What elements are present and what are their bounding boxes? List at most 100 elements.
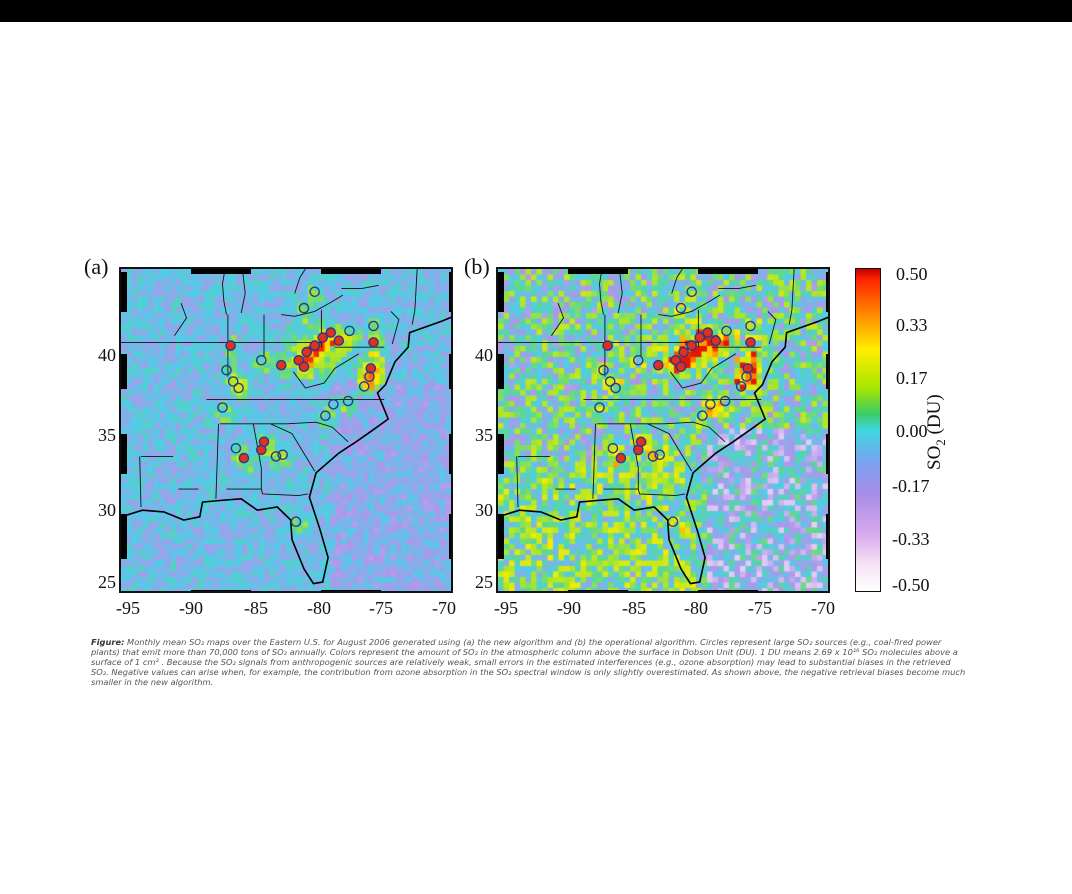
state-boundary [592,423,596,499]
so2-source-circle [317,332,328,343]
state-boundary [390,311,400,345]
caption-text: Monthly mean SO₂ maps over the Eastern U… [91,637,966,687]
state-boundary [669,353,737,389]
state-boundary [270,423,316,472]
panel-b-label: (b) [464,254,490,279]
y-tick-b: 30 [475,500,493,520]
so2-source-circle [217,402,228,413]
so2-source-circle [358,381,370,392]
y-tick-b: 40 [475,345,493,365]
so2-source-circle [328,398,339,410]
so2-source-circle [320,410,331,421]
frame-tick-block [568,590,628,591]
colorbar-tick: 0.17 [896,368,928,388]
so2-source-circle [719,395,731,407]
frame-tick-block [826,272,828,312]
x-tick-a: -80 [307,598,331,618]
frame-tick-block [449,434,451,474]
state-boundary [551,303,565,337]
so2-source-circle [745,337,756,348]
so2-source-circle [604,376,616,387]
state-boundary [292,353,360,389]
state-boundary [629,423,639,490]
frame-tick-block [121,354,127,389]
so2-source-circle [277,449,288,461]
frame-edge [498,269,830,274]
colorbar-tick: 0.50 [896,264,928,284]
so2-source-circle [364,371,375,382]
y-tick-a: 25 [98,572,116,592]
so2-source-circle [368,320,379,332]
so2-source-circle [615,452,627,464]
so2-source-circle [632,355,644,366]
so2-source-circle [721,325,732,337]
state-boundary [599,269,604,315]
so2-source-circle [309,340,320,351]
state-boundary [252,423,262,490]
so2-source-circle [678,346,689,358]
state-boundary [215,423,219,499]
so2-pixel-grid-b [498,269,828,591]
so2-source-circle [594,402,605,413]
x-tick-a: -90 [179,598,203,618]
so2-source-circle [325,327,337,338]
so2-map-operational-algorithm [496,267,830,593]
coastline [121,297,451,585]
so2-source-circle [233,382,244,394]
y-tick-a: 30 [98,500,116,520]
so2-source-circle [365,363,377,374]
so2-source-circle [238,452,250,464]
so2-source-circle [710,335,722,346]
so2-pixel-grid-a [121,269,451,591]
colorbar-tick: -0.17 [892,476,930,496]
frame-edge [121,590,453,593]
frame-tick-block [121,272,127,312]
state-boundary [341,284,379,290]
y-tick-a: 40 [98,345,116,365]
colorbar-tick: -0.50 [892,575,930,595]
state-boundary [658,294,721,317]
caption-lead: Figure: [91,637,125,647]
so2-source-circle [675,361,687,373]
frame-tick-block [191,269,251,274]
x-tick-b: -70 [811,598,835,618]
top-black-bar [0,0,1072,22]
frame-tick-block [826,514,828,559]
x-tick-b: -80 [684,598,708,618]
state-boundary [788,269,795,325]
state-boundary [718,284,756,290]
so2-source-circle [309,286,320,298]
so2-source-circle [598,364,609,376]
so2-source-circle [745,320,756,332]
state-boundary [647,423,693,472]
so2-source-circle [667,516,679,527]
state-boundary [240,270,246,314]
x-tick-a: -70 [432,598,456,618]
frame-tick-block [498,514,504,559]
figure-caption: Figure: Monthly mean SO₂ maps over the E… [91,637,966,687]
state-boundary [671,269,683,294]
so2-source-circle [221,364,232,376]
so2-source-circle [368,337,379,348]
frame-tick-block [449,514,451,559]
so2-source-circle [635,436,647,448]
so2-source-circle [697,410,708,421]
so2-source-circle [344,325,355,337]
state-boundary [767,311,777,345]
state-boundary [516,456,519,508]
x-tick-a: -95 [116,598,140,618]
so2-source-circle [610,382,621,394]
so2-source-circle [298,302,310,314]
frame-tick-block [449,272,451,312]
frame-edge [121,269,453,274]
so2-source-circle [290,516,302,527]
so2-source-circle [652,359,664,371]
so2-source-circle [675,302,687,314]
y-tick-b: 25 [475,572,493,592]
frame-tick-block [121,514,127,559]
so2-source-circle [225,340,236,351]
frame-tick-block [698,590,758,591]
so2-source-circle [275,359,287,371]
so2-source-circle [741,371,752,382]
colorbar-tick: 0.33 [896,315,928,335]
